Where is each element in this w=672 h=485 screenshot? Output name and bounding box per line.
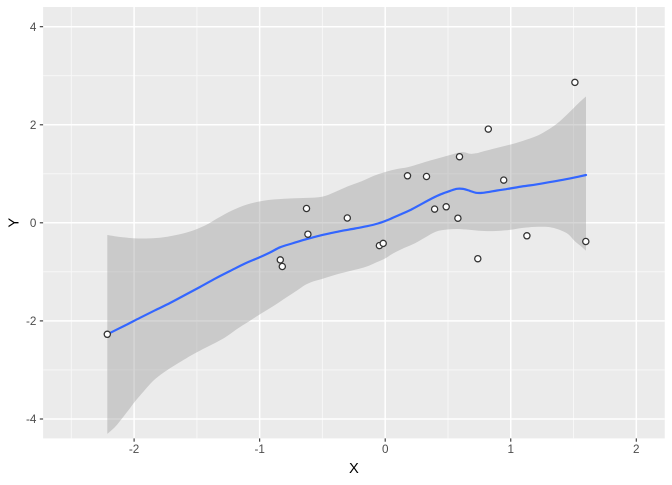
svg-text:-2: -2 [26, 315, 36, 328]
svg-text:0: 0 [30, 217, 37, 230]
svg-text:2: 2 [633, 443, 640, 456]
svg-text:2: 2 [30, 119, 37, 132]
svg-text:X: X [349, 461, 359, 477]
svg-text:0: 0 [382, 443, 389, 456]
svg-text:4: 4 [30, 21, 37, 34]
svg-text:-1: -1 [254, 443, 264, 456]
svg-text:-2: -2 [129, 443, 139, 456]
svg-text:1: 1 [507, 443, 514, 456]
svg-text:Y: Y [6, 218, 22, 228]
svg-text:-4: -4 [26, 413, 37, 426]
